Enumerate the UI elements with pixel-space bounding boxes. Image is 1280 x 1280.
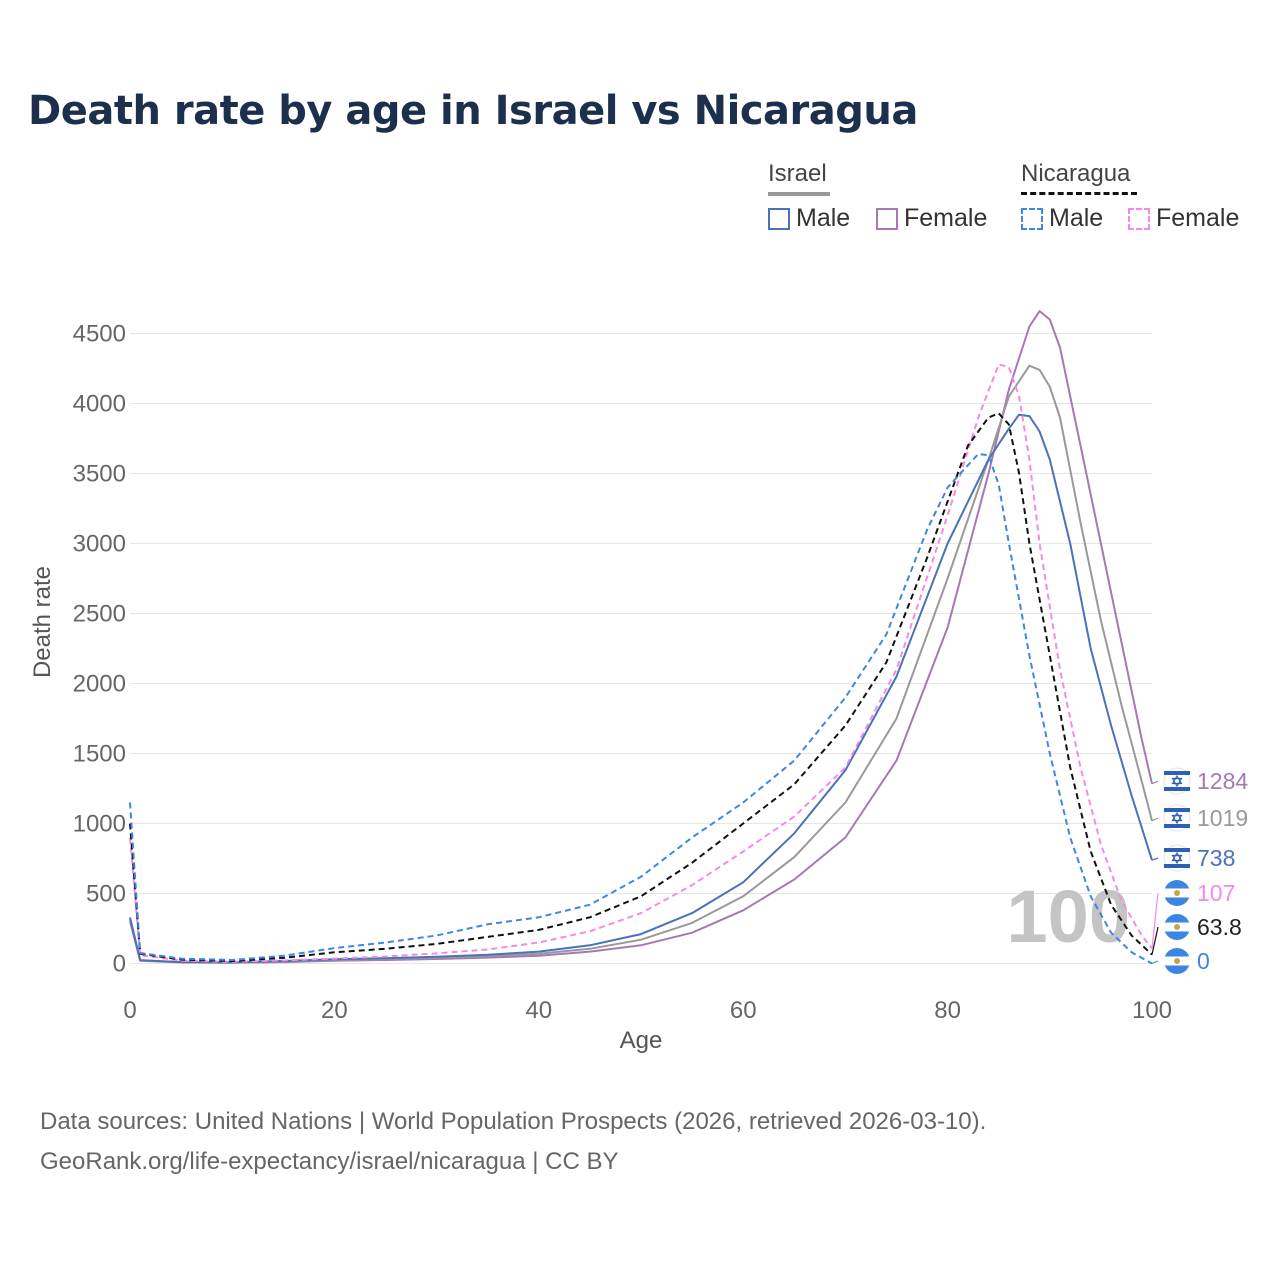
end-label-connector bbox=[1151, 960, 1159, 965]
legend-swatch-nicaragua-female bbox=[1128, 207, 1150, 230]
y-tick-label: 500 bbox=[86, 881, 126, 908]
legend-item-nicaragua-female[interactable]: Female bbox=[1128, 204, 1239, 233]
y-tick-label: 1000 bbox=[73, 811, 126, 838]
israel-flag-icon bbox=[1163, 767, 1191, 795]
israel-flag-icon bbox=[1163, 844, 1191, 872]
legend-label-israel-male: Male bbox=[796, 204, 851, 232]
series-line-nicaragua-total[interactable] bbox=[129, 412, 1153, 962]
series-line-israel-total[interactable] bbox=[129, 364, 1153, 964]
legend-item-israel-female[interactable]: Female bbox=[876, 204, 987, 233]
end-value-israel-female: 1284 bbox=[1197, 768, 1248, 794]
x-axis-label: Age bbox=[620, 1027, 663, 1054]
end-label-connector bbox=[1151, 926, 1159, 955]
y-tick-label: 2000 bbox=[73, 671, 126, 698]
x-tick-label: 60 bbox=[730, 997, 757, 1024]
legend-group-label-nicaragua: Nicaragua bbox=[1021, 160, 1131, 187]
end-value-nicaragua-female: 107 bbox=[1197, 880, 1235, 906]
y-axis-ticks: 0 500 1000 1500 2000 2500 3000 3500 4000 4500 bbox=[73, 321, 126, 978]
end-value-nicaragua-total: 63.8 bbox=[1197, 914, 1242, 940]
nicaragua-flag-icon bbox=[1164, 948, 1190, 974]
x-tick-label: 100 bbox=[1132, 997, 1172, 1024]
end-value-israel-total: 1019 bbox=[1197, 805, 1248, 831]
legend-swatch-israel-male bbox=[768, 207, 790, 230]
footer-sources: Data sources: United Nations | World Pop… bbox=[40, 1108, 987, 1135]
legend-label-nicaragua-female: Female bbox=[1156, 204, 1240, 232]
legend-group-israel: Israel Male Female bbox=[768, 160, 987, 232]
legend-group-line-nicaragua bbox=[1021, 192, 1137, 195]
y-tick-label: 1500 bbox=[73, 741, 126, 768]
nicaragua-flag-icon bbox=[1164, 880, 1190, 906]
y-tick-label: 4000 bbox=[73, 391, 126, 418]
legend-item-israel-male[interactable]: Male bbox=[768, 204, 850, 233]
y-tick-label: 2500 bbox=[73, 601, 126, 628]
x-tick-label: 40 bbox=[525, 997, 552, 1024]
legend-group-label-israel: Israel bbox=[768, 160, 827, 187]
end-value-israel-male: 738 bbox=[1197, 845, 1235, 871]
nicaragua-flag-icon bbox=[1164, 914, 1190, 940]
year-watermark: 100 bbox=[1007, 875, 1130, 958]
y-tick-label: 0 bbox=[113, 951, 126, 978]
end-value-nicaragua-male: 0 bbox=[1197, 948, 1210, 974]
israel-flag-icon bbox=[1163, 804, 1191, 832]
end-label-connector bbox=[1151, 892, 1159, 949]
end-label-connector bbox=[1151, 857, 1159, 861]
legend-group-nicaragua: Nicaragua Male Female bbox=[1021, 160, 1239, 232]
series-line-nicaragua-female[interactable] bbox=[129, 363, 1153, 963]
x-tick-label: 80 bbox=[934, 997, 961, 1024]
legend-label-israel-female: Female bbox=[904, 204, 988, 232]
legend-swatch-nicaragua-male bbox=[1021, 207, 1043, 230]
series-lines bbox=[129, 310, 1153, 965]
end-label-connector bbox=[1151, 780, 1159, 785]
x-axis-ticks: 0 20 40 60 80 100 bbox=[123, 997, 1172, 1024]
legend-label-nicaragua-male: Male bbox=[1049, 204, 1104, 232]
legend-item-nicaragua-male[interactable]: Male bbox=[1021, 204, 1103, 233]
legend-swatch-israel-female bbox=[876, 207, 898, 230]
x-tick-label: 20 bbox=[321, 997, 348, 1024]
series-end-labels: 1284 1019 738 107 63.8 0 bbox=[1151, 767, 1248, 974]
y-tick-label: 3500 bbox=[73, 461, 126, 488]
end-label-connector bbox=[1151, 817, 1159, 822]
series-line-israel-male[interactable] bbox=[129, 413, 1153, 964]
legend-group-line-israel bbox=[768, 192, 830, 196]
y-tick-label: 4500 bbox=[73, 321, 126, 348]
series-line-nicaragua-male[interactable] bbox=[129, 452, 1153, 965]
series-line-israel-female[interactable] bbox=[129, 310, 1153, 964]
y-axis-label: Death rate bbox=[29, 566, 56, 678]
footer-attribution[interactable]: GeoRank.org/life-expectancy/israel/nicar… bbox=[40, 1148, 619, 1175]
x-tick-label: 0 bbox=[123, 997, 136, 1024]
y-tick-label: 3000 bbox=[73, 531, 126, 558]
chart-title: Death rate by age in Israel vs Nicaragua bbox=[28, 88, 918, 134]
